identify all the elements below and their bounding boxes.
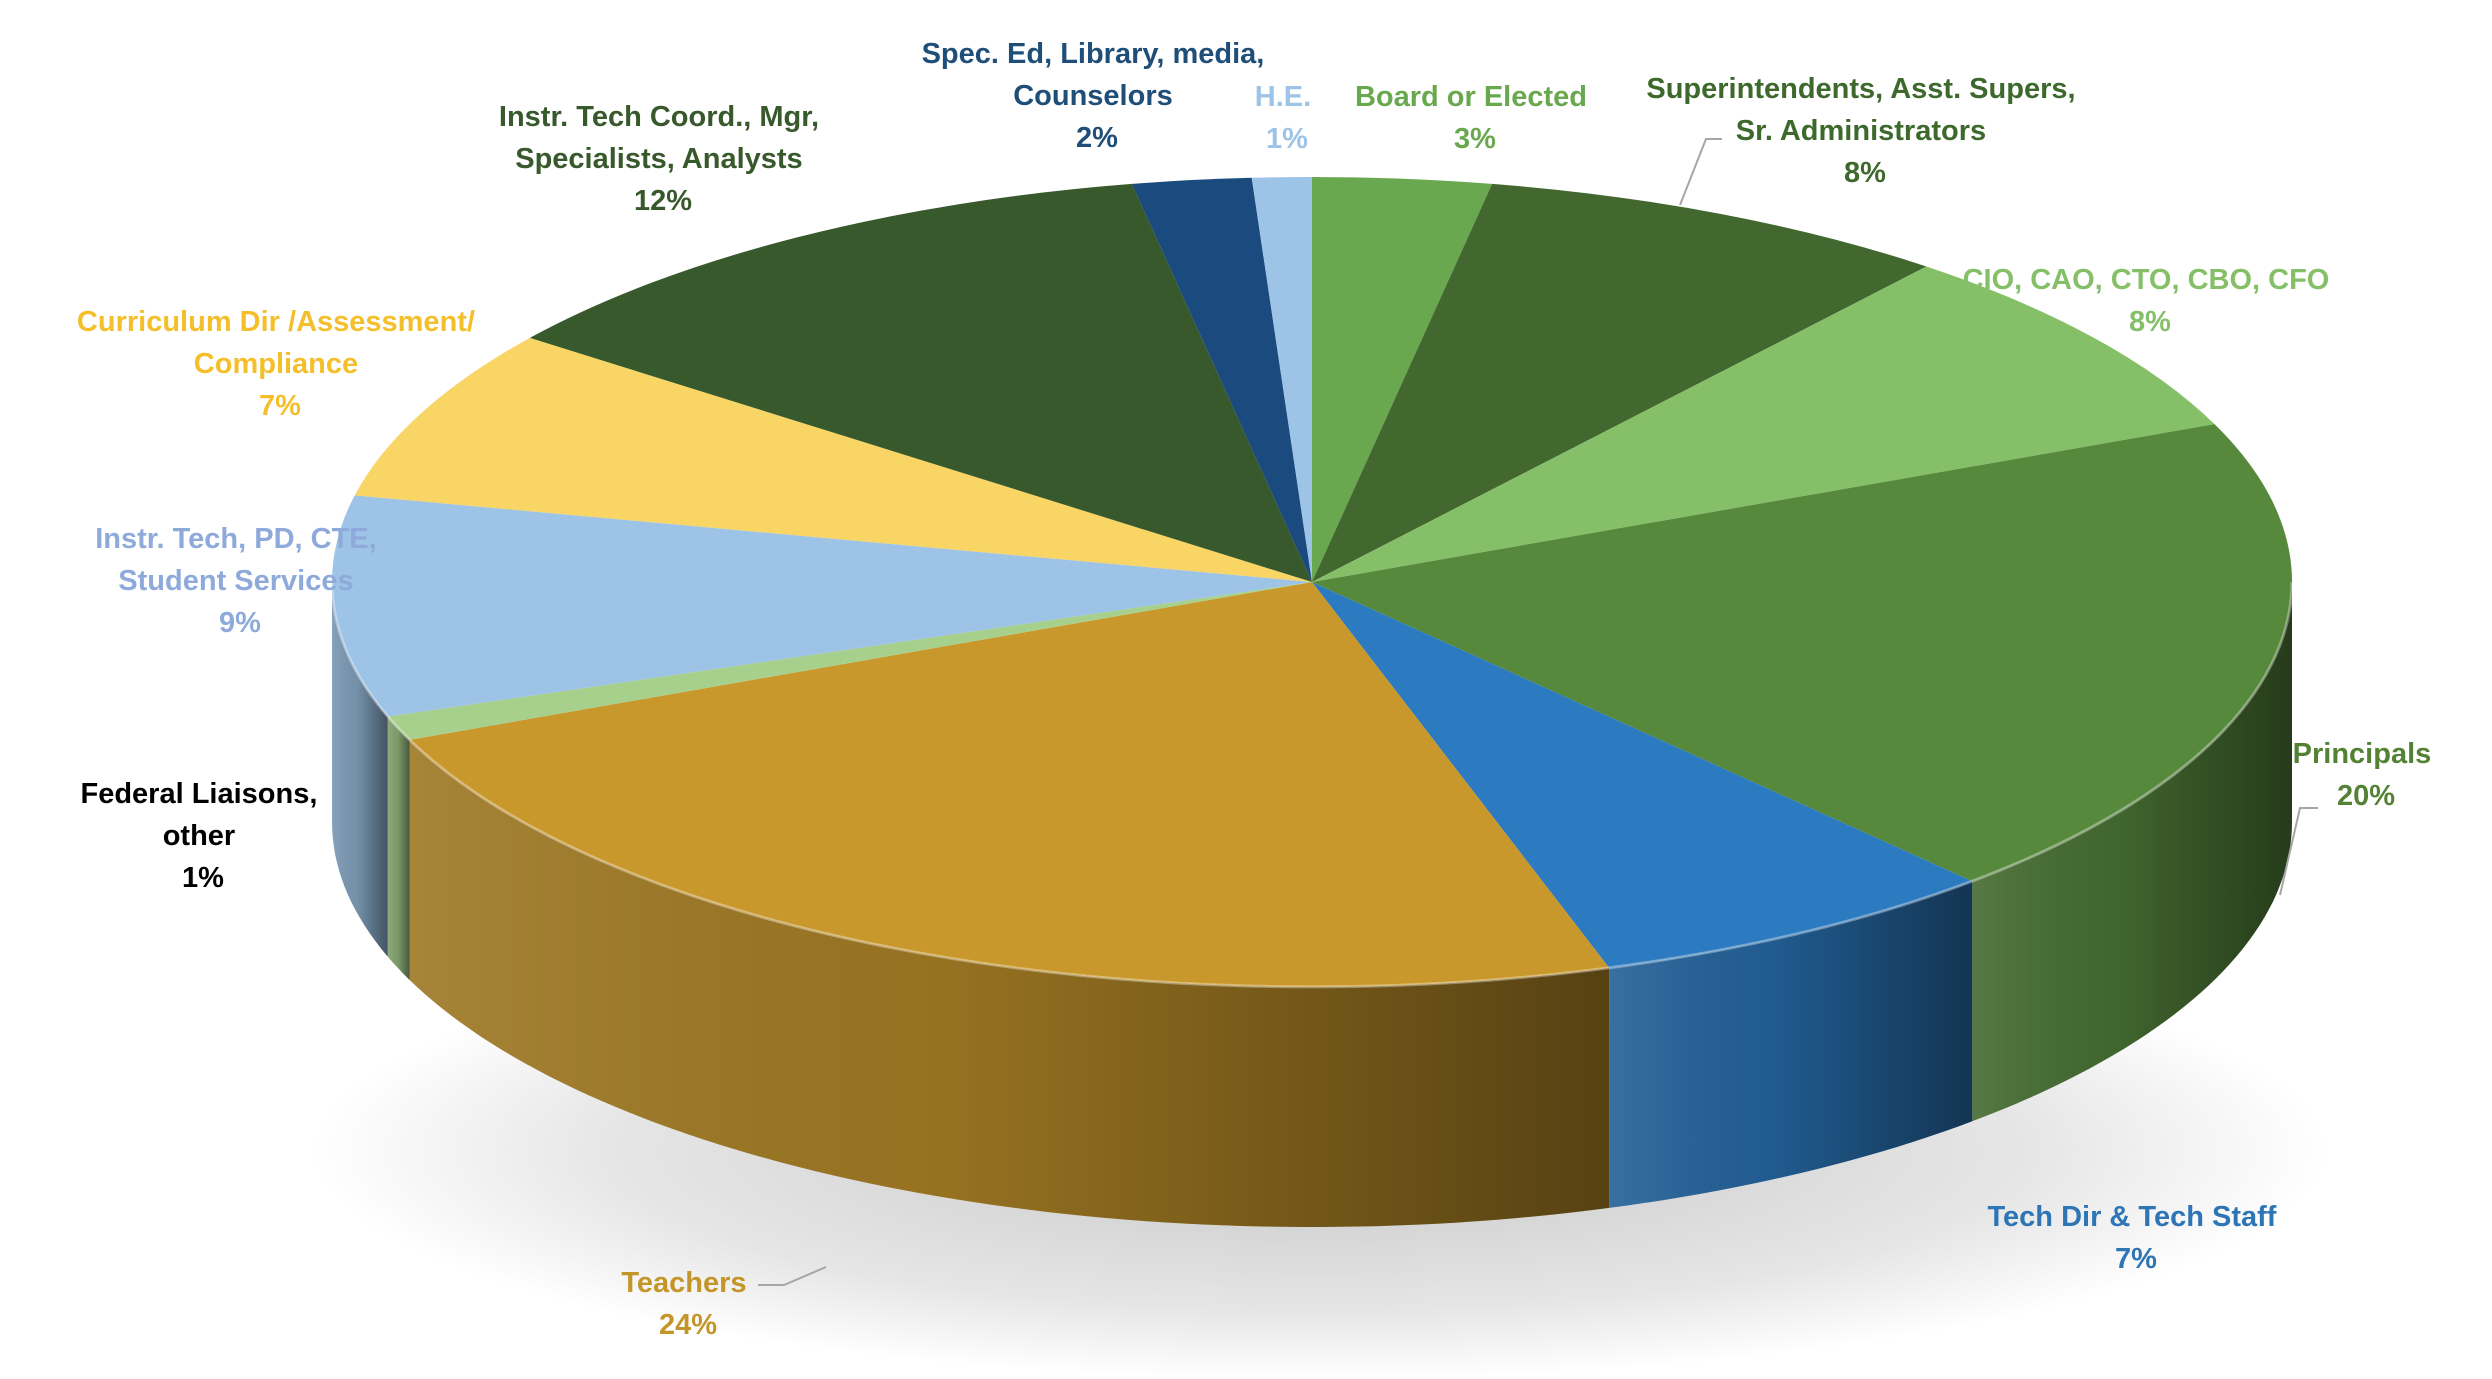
label-tech-dir: Tech Dir & Tech Staff 7% xyxy=(1987,1201,2284,1275)
label-superintendents: Superintendents, Asst. Supers, Sr. Admin… xyxy=(1646,73,2083,189)
slice-teachers xyxy=(409,582,1610,987)
label-curriculum-dir: Curriculum Dir /Assessment/ Compliance 7… xyxy=(77,306,483,422)
side-shade-instr-tech-pd-cte-student-services xyxy=(332,582,388,957)
side-shade-teachers xyxy=(409,739,1610,1227)
label-board-or-elected: Board or Elected 3% xyxy=(1355,81,1595,155)
label-instr-tech-pd: Instr. Tech, PD, CTE, Student Services 9… xyxy=(95,523,385,639)
leader-line xyxy=(2279,807,2318,896)
leader-line xyxy=(758,1266,827,1286)
slice-curriculum-dir-assessment-compliance xyxy=(354,337,1312,582)
slice-h-e xyxy=(1251,177,1312,582)
label-federal-liaisons: Federal Liaisons, other 1% xyxy=(81,778,326,894)
leader-lines xyxy=(758,138,2318,1286)
slice-principals xyxy=(1312,424,2293,882)
slice-instr-tech-coord-mgr-specialists-analysts xyxy=(529,183,1312,582)
side-shade-federal-liaisons-other xyxy=(387,716,410,980)
label-instr-tech-coord: Instr. Tech Coord., Mgr, Specialists, An… xyxy=(499,101,827,217)
pie-slices xyxy=(330,177,2294,989)
side-shade-principals xyxy=(1972,582,2292,1122)
leader-line xyxy=(1679,138,1722,206)
label-principals: Principals 20% xyxy=(2293,738,2440,812)
slice-spec-ed-library-media-counselors xyxy=(1131,177,1312,583)
slice-federal-liaisons-other xyxy=(387,582,1312,740)
slice-instr-tech-pd-cte-student-services xyxy=(332,495,1312,717)
slice-tech-dir-tech-staff xyxy=(1312,582,1973,968)
label-he: H.E. 1% xyxy=(1255,81,1319,155)
slice-cio-cao-cto-cbo-cfo xyxy=(1312,266,2215,582)
label-teachers: Teachers 24% xyxy=(621,1267,754,1341)
slice-board-or-elected xyxy=(1312,177,1493,582)
slice-superintendents-asst-supers-sr-administrators xyxy=(1312,183,1927,582)
pie-rim xyxy=(330,581,2294,989)
side-shade-tech-dir-tech-staff xyxy=(1609,881,1973,1208)
label-cio-cao-cto: CIO, CAO, CTO, CBO, CFO 8% xyxy=(1963,264,2338,338)
pie-sides xyxy=(332,582,2292,1227)
label-spec-ed: Spec. Ed, Library, media, Counselors 2% xyxy=(922,38,1273,154)
